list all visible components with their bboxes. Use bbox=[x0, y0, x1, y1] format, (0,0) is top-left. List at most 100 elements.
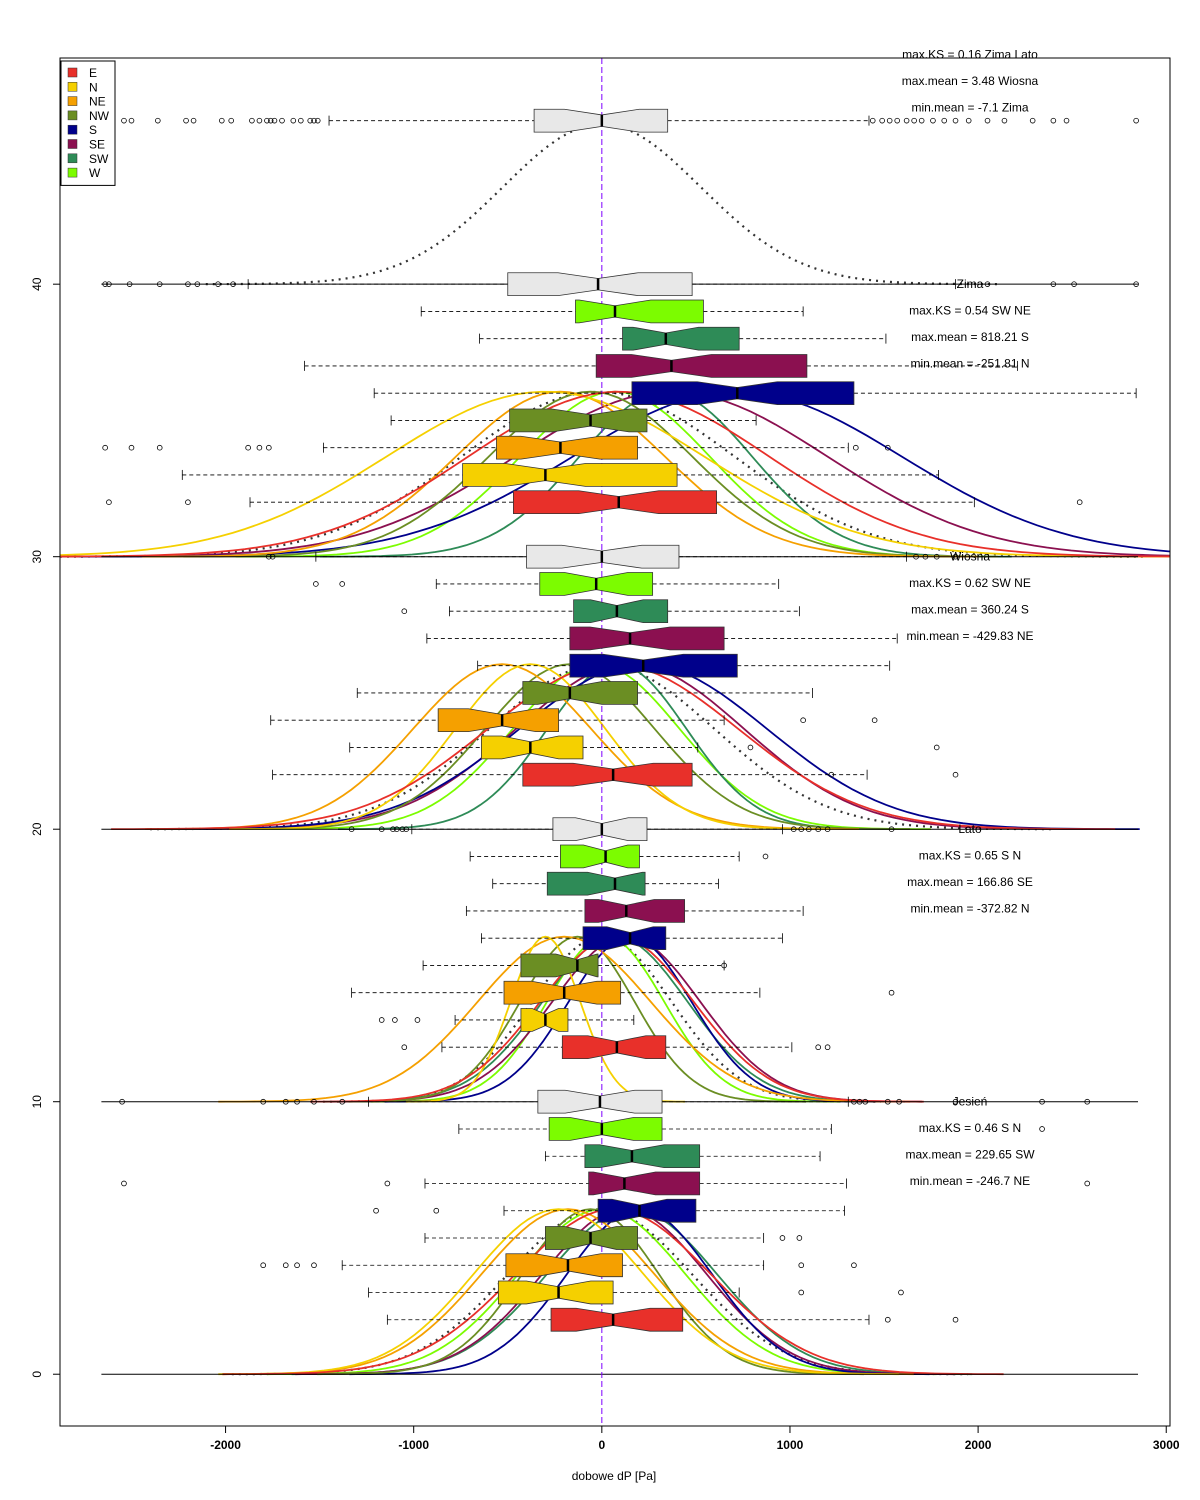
panel-stat: max.KS = 0.65 S N bbox=[919, 849, 1021, 863]
legend-label-se: SE bbox=[89, 138, 105, 152]
outlier-point bbox=[815, 1044, 821, 1051]
outlier-point bbox=[911, 117, 917, 124]
outlier-point bbox=[401, 1044, 408, 1051]
y-tick-label: 10 bbox=[30, 1095, 44, 1109]
outlier-point bbox=[941, 117, 948, 124]
density-curve-nw bbox=[183, 390, 998, 558]
outlier-point bbox=[311, 1262, 317, 1269]
outlier-point bbox=[215, 281, 221, 287]
outlier-point bbox=[228, 117, 235, 124]
outlier-point bbox=[102, 281, 108, 287]
panel-stat: min.mean = -372.82 N bbox=[910, 902, 1029, 916]
legend-swatch-sw bbox=[67, 153, 78, 164]
outlier-point bbox=[779, 1235, 786, 1241]
density-curve-sw bbox=[324, 935, 906, 1103]
outlier-point bbox=[314, 117, 321, 124]
outlier-point bbox=[851, 1262, 857, 1269]
outlier-point bbox=[282, 1262, 289, 1269]
outlier-point bbox=[339, 1098, 346, 1105]
outlier-point bbox=[119, 1098, 125, 1105]
panel-stat: max.mean = 166.86 SE bbox=[907, 875, 1033, 889]
boxplot-nw bbox=[356, 681, 813, 705]
boxplot-all bbox=[102, 272, 1139, 297]
outlier-point bbox=[183, 117, 189, 124]
outlier-point bbox=[1071, 281, 1077, 287]
outlier-point bbox=[898, 1289, 904, 1296]
outlier-point bbox=[311, 117, 317, 124]
outlier-point bbox=[798, 1289, 805, 1296]
outlier-point bbox=[348, 826, 355, 833]
outlier-point bbox=[815, 826, 821, 833]
density-curve-se bbox=[60, 390, 1170, 558]
outlier-point bbox=[414, 1017, 421, 1023]
box-body bbox=[481, 735, 584, 760]
boxplot-sw bbox=[479, 326, 887, 351]
outlier-point bbox=[106, 499, 112, 505]
outlier-point bbox=[800, 717, 806, 723]
outlier-point bbox=[824, 1044, 831, 1051]
box-body bbox=[437, 708, 559, 733]
box-body bbox=[597, 1198, 697, 1223]
outlier-point bbox=[126, 281, 133, 287]
outlier-point bbox=[399, 826, 406, 833]
boxplot-all bbox=[121, 108, 1139, 133]
box-body bbox=[503, 980, 622, 1005]
outlier-point bbox=[313, 581, 319, 587]
boxplot-s bbox=[477, 653, 891, 678]
box-body bbox=[550, 1307, 684, 1332]
box-body bbox=[548, 1117, 663, 1141]
boxplot-n bbox=[368, 1280, 904, 1305]
outlier-point bbox=[230, 281, 236, 287]
outlier-point bbox=[290, 117, 297, 124]
outlier-point bbox=[384, 1180, 391, 1187]
outlier-point bbox=[888, 989, 895, 996]
legend-swatch-se bbox=[67, 139, 78, 149]
box-body bbox=[582, 926, 667, 951]
outlier-point bbox=[952, 553, 959, 560]
legend-swatch-n bbox=[67, 82, 78, 92]
legend-swatch-nw bbox=[67, 110, 78, 121]
outlier-point bbox=[266, 444, 272, 451]
outlier-point bbox=[307, 117, 314, 124]
outlier-point bbox=[260, 1262, 266, 1269]
x-tick-label: -2000 bbox=[210, 1438, 241, 1452]
panel-stat: max.KS = 0.16 Zima Lato bbox=[902, 48, 1038, 62]
density-curve-ne bbox=[218, 935, 911, 1103]
density-curve-e bbox=[310, 935, 924, 1103]
box-body bbox=[462, 463, 678, 487]
box-body bbox=[509, 408, 648, 433]
outlier-point bbox=[294, 1262, 300, 1269]
boxplot-n bbox=[181, 463, 939, 487]
outlier-point bbox=[984, 117, 991, 124]
outlier-point bbox=[339, 581, 346, 587]
outlier-point bbox=[862, 1098, 869, 1105]
boxplot-sw bbox=[492, 871, 719, 896]
outlier-point bbox=[403, 826, 409, 833]
outlier-point bbox=[156, 281, 163, 287]
box-body bbox=[595, 354, 808, 378]
boxplot-all bbox=[348, 817, 895, 842]
outlier-point bbox=[884, 444, 891, 451]
density-curve-s bbox=[384, 935, 876, 1103]
outlier-point bbox=[884, 1098, 891, 1105]
boxplot-se bbox=[426, 626, 898, 651]
y-tick-label: 30 bbox=[30, 550, 44, 564]
box-body bbox=[622, 326, 740, 351]
outlier-point bbox=[903, 117, 910, 124]
outlier-point bbox=[1076, 499, 1083, 505]
boxplot-s bbox=[373, 1198, 845, 1223]
panel-stat: max.mean = 818.21 S bbox=[911, 330, 1029, 344]
outlier-point bbox=[282, 1098, 289, 1105]
legend-swatch-ne bbox=[67, 96, 78, 106]
boxplot-s bbox=[373, 381, 1137, 406]
density-curve-n bbox=[218, 1208, 899, 1376]
outlier-point bbox=[896, 1098, 902, 1105]
box-body bbox=[560, 844, 640, 869]
boxplot-ne bbox=[260, 1253, 857, 1278]
y-tick-label: 20 bbox=[30, 822, 44, 836]
box-body bbox=[507, 272, 693, 297]
box-body bbox=[522, 681, 638, 705]
outlier-point bbox=[311, 1098, 317, 1105]
outlier-point bbox=[378, 1017, 385, 1023]
